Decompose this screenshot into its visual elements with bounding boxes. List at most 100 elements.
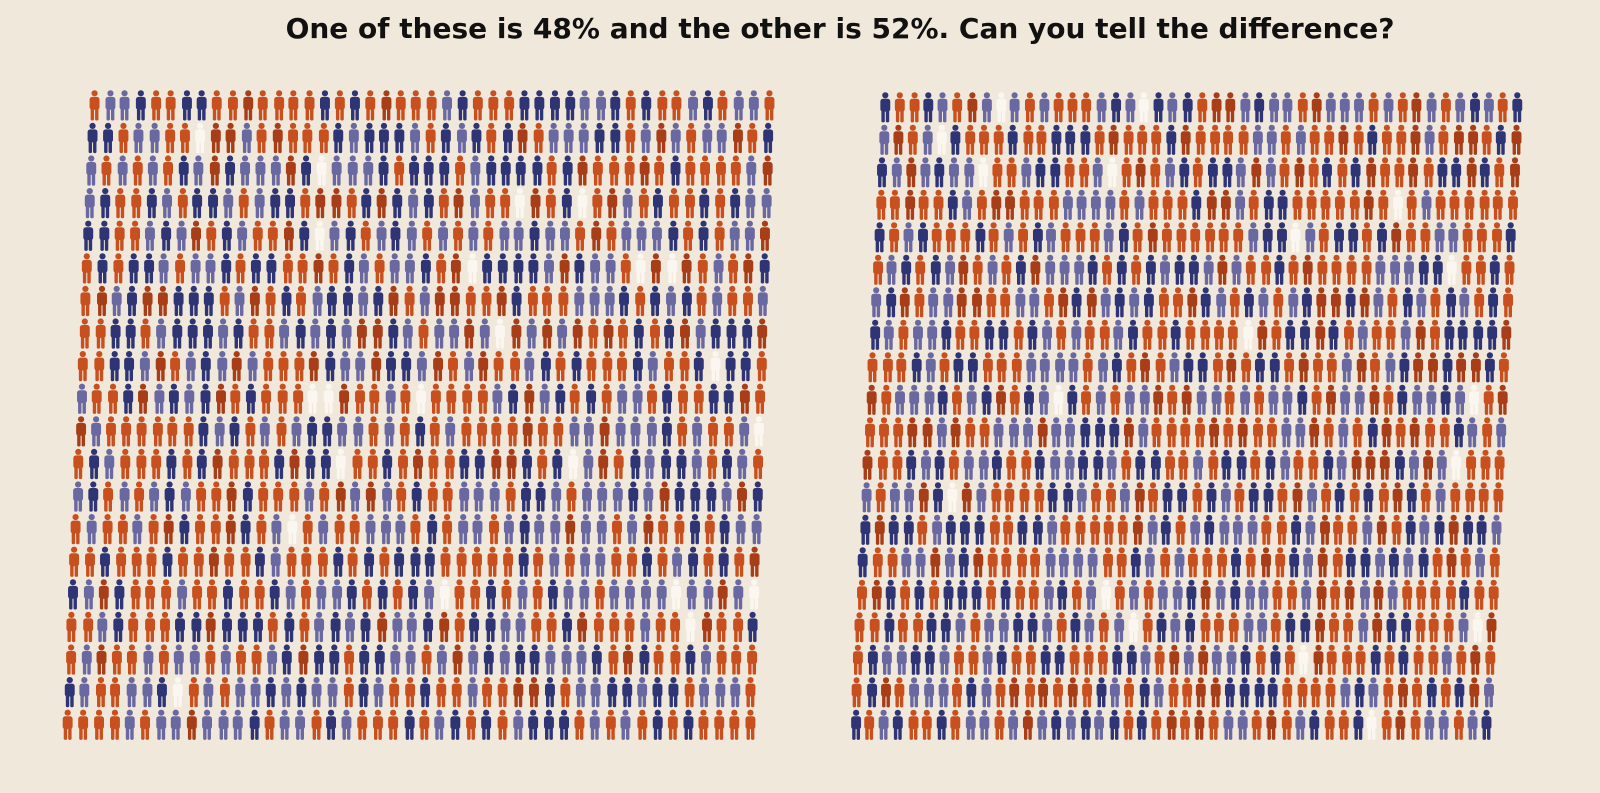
person	[1308, 449, 1319, 480]
person	[597, 481, 608, 512]
person	[1150, 157, 1161, 188]
person	[1214, 319, 1224, 350]
person	[177, 188, 188, 219]
person	[1062, 189, 1073, 220]
person	[1363, 482, 1374, 513]
person	[1369, 384, 1380, 415]
person	[491, 448, 502, 480]
person	[680, 318, 690, 349]
person	[1123, 124, 1134, 155]
person	[1053, 92, 1064, 123]
person	[934, 157, 945, 188]
person	[493, 351, 504, 382]
person	[341, 709, 352, 740]
person	[221, 253, 232, 284]
person	[690, 481, 701, 512]
person	[630, 448, 641, 480]
person	[723, 416, 734, 447]
person	[1220, 189, 1231, 220]
person	[453, 220, 464, 251]
person	[910, 644, 921, 675]
person	[903, 514, 914, 545]
person	[1173, 287, 1183, 318]
person	[255, 155, 266, 186]
person	[1038, 677, 1049, 708]
person	[519, 514, 530, 545]
person	[1287, 579, 1297, 610]
person	[1494, 449, 1505, 480]
person	[1428, 612, 1439, 643]
person	[1328, 319, 1339, 350]
person	[1042, 612, 1053, 643]
person	[1080, 417, 1091, 448]
person	[733, 579, 744, 610]
person	[575, 677, 586, 708]
person	[1200, 319, 1211, 350]
person	[537, 416, 548, 447]
person	[1240, 92, 1251, 123]
person	[1425, 417, 1436, 448]
person	[1393, 189, 1403, 220]
person	[692, 416, 703, 447]
person	[984, 612, 995, 643]
person	[551, 481, 562, 512]
person	[100, 546, 110, 577]
person	[277, 383, 288, 414]
person	[947, 189, 958, 220]
person	[256, 122, 267, 154]
person	[909, 677, 920, 708]
person	[345, 611, 355, 643]
person	[961, 482, 972, 513]
person	[70, 514, 81, 545]
person	[250, 253, 261, 284]
person	[1082, 677, 1093, 708]
person	[1496, 417, 1507, 448]
person	[874, 222, 885, 253]
person	[1272, 579, 1283, 610]
person	[650, 285, 661, 317]
person	[606, 220, 617, 251]
person	[285, 579, 296, 610]
person	[1399, 352, 1410, 383]
person	[271, 514, 282, 545]
person	[996, 644, 1007, 675]
person	[130, 220, 141, 251]
person	[897, 612, 908, 643]
person	[733, 90, 744, 121]
person	[664, 351, 674, 382]
person	[301, 546, 312, 577]
person	[545, 644, 556, 675]
person	[367, 448, 378, 480]
person	[394, 546, 405, 577]
person	[1021, 157, 1032, 188]
person	[210, 514, 221, 545]
person	[497, 709, 508, 740]
person	[281, 285, 292, 317]
person	[1153, 384, 1164, 415]
person	[421, 644, 432, 675]
person	[464, 351, 475, 382]
person	[1023, 417, 1034, 448]
person	[97, 253, 108, 284]
person	[1401, 612, 1412, 643]
person	[619, 285, 629, 317]
person	[894, 92, 905, 123]
person	[1409, 417, 1420, 448]
person	[653, 644, 664, 675]
person	[583, 448, 594, 480]
person	[966, 677, 977, 708]
person	[343, 285, 353, 317]
person	[395, 90, 406, 121]
person	[1237, 709, 1248, 740]
person	[193, 155, 204, 186]
person	[1484, 677, 1494, 708]
person	[1075, 222, 1086, 253]
person	[1037, 417, 1048, 448]
person	[549, 90, 560, 121]
person	[203, 677, 214, 708]
person	[434, 285, 445, 317]
right-crowd	[851, 92, 1523, 740]
person	[1179, 157, 1190, 188]
person	[446, 383, 457, 414]
